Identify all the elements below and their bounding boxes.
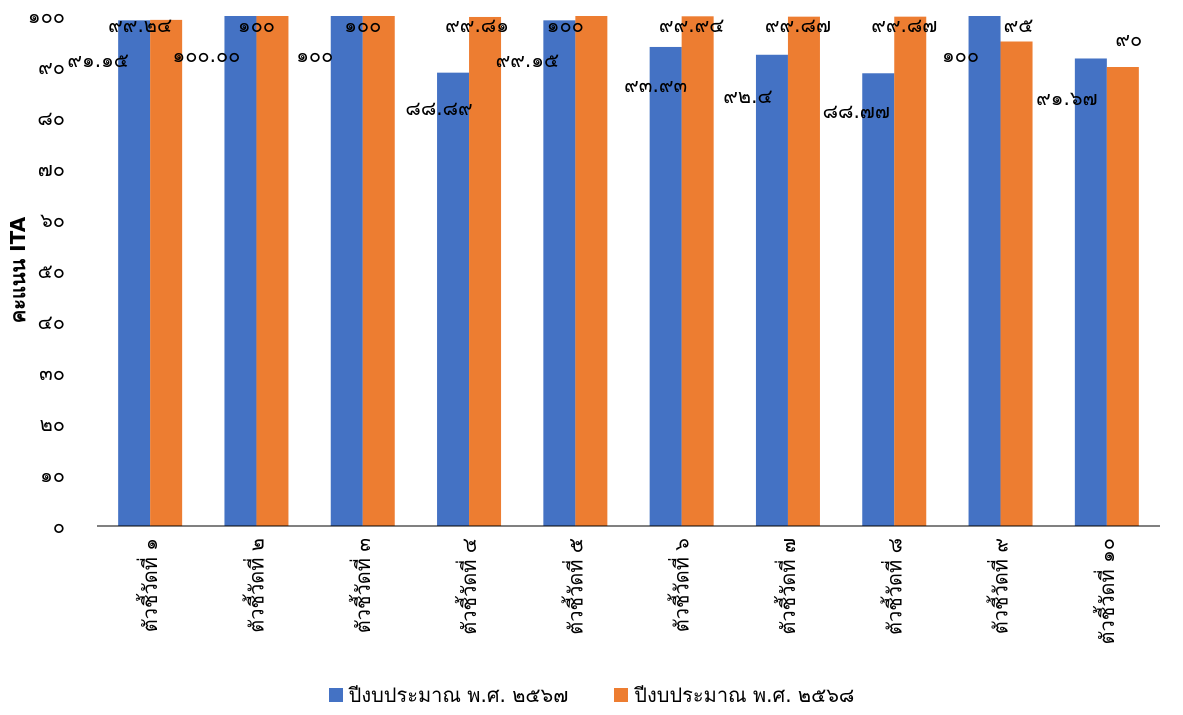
x-tick-label-9: ตัวชี้วัดที่ ๙ xyxy=(987,538,1013,634)
data-label-s0-cat-7: ๙๒.๔ xyxy=(723,84,772,108)
data-label-s1-cat-8: ๙๙.๘๗ xyxy=(871,13,937,37)
bar-series-0-cat-2 xyxy=(224,16,257,526)
y-tick-label: ๙๐ xyxy=(38,55,65,79)
data-label-s0-cat-8: ๘๘.๗๗ xyxy=(823,99,890,123)
bar-series-1-cat-3 xyxy=(362,16,395,526)
y-tick-label: ๗๐ xyxy=(38,157,65,181)
bar-series-1-cat-9 xyxy=(1000,41,1033,526)
bar-series-1-cat-4 xyxy=(469,16,502,527)
y-tick-label: ๕๐ xyxy=(38,259,65,283)
legend: ปีงบประมาณ พ.ศ. ๒๕๖๗ ปีงบประมาณ พ.ศ. ๒๕๖… xyxy=(0,680,1183,710)
data-label-s1-cat-3: ๑๐๐ xyxy=(344,13,381,37)
bars xyxy=(118,16,1139,527)
y-axis-label: คะแนน ITA xyxy=(6,216,30,323)
bar-series-0-cat-8 xyxy=(862,73,895,526)
legend-item-2568: ปีงบประมาณ พ.ศ. ๒๕๖๘ xyxy=(614,679,854,711)
x-tick-label-8: ตัวชี้วัดที่ ๘ xyxy=(880,538,906,635)
bar-series-0-cat-3 xyxy=(330,16,363,526)
x-tick-label-3: ตัวชี้วัดที่ ๓ xyxy=(349,538,375,633)
bar-series-1-cat-6 xyxy=(681,16,714,526)
legend-swatch-blue xyxy=(328,688,343,702)
y-tick-label: ๓๐ xyxy=(39,361,65,385)
legend-item-2567: ปีงบประมาณ พ.ศ. ๒๕๖๗ xyxy=(328,679,569,711)
y-axis-ticks: ๐ ๑๐ ๒๐ ๓๐ ๔๐ ๕๐ ๖๐ ๗๐ ๘๐ ๙๐ ๑๐๐ xyxy=(28,4,65,538)
x-tick-label-1: ตัวชี้วัดที่ ๑ xyxy=(136,538,162,632)
x-tick-label-4: ตัวชี้วัดที่ ๔ xyxy=(455,538,481,635)
y-tick-label: ๖๐ xyxy=(40,208,65,232)
bar-series-0-cat-9 xyxy=(968,16,1001,526)
x-tick-label-2: ตัวชี้วัดที่ ๒ xyxy=(242,538,268,633)
data-label-s1-cat-2: ๑๐๐ xyxy=(238,13,275,37)
data-label-s1-cat-5: ๑๐๐ xyxy=(547,13,584,37)
data-labels: ๙๑.๑๕๙๙.๒๔๑๐๐.๐๐๑๐๐๑๐๐๑๐๐๘๘.๘๙๙๙.๘๑๙๙.๑๕… xyxy=(67,13,1142,123)
x-tick-label-7: ตัวชี้วัดที่ ๗ xyxy=(774,538,800,635)
data-label-s0-cat-3: ๑๐๐ xyxy=(296,43,333,67)
data-label-s0-cat-1: ๙๑.๑๕ xyxy=(67,48,129,72)
bar-series-1-cat-5 xyxy=(575,16,608,526)
bar-series-0-cat-1 xyxy=(118,20,151,527)
bar-series-1-cat-2 xyxy=(256,16,289,526)
bar-series-0-cat-6 xyxy=(649,46,682,526)
data-label-s1-cat-9: ๙๕ xyxy=(1004,13,1034,37)
bar-series-1-cat-10 xyxy=(1106,67,1139,526)
bar-series-0-cat-4 xyxy=(437,72,470,526)
y-tick-label: ๘๐ xyxy=(37,106,65,130)
data-label-s0-cat-6: ๙๓.๙๓ xyxy=(624,73,687,97)
y-tick-label: ๐ xyxy=(53,514,65,538)
data-label-s0-cat-5: ๙๙.๑๕ xyxy=(496,48,560,72)
bar-series-0-cat-10 xyxy=(1074,58,1107,526)
y-tick-label: ๔๐ xyxy=(38,310,65,334)
y-tick-label: ๒๐ xyxy=(40,412,65,436)
data-label-s0-cat-10: ๙๑.๖๗ xyxy=(1036,86,1097,110)
y-tick-label: ๑๐ xyxy=(40,463,65,487)
legend-label-2568: ปีงบประมาณ พ.ศ. ๒๕๖๘ xyxy=(634,683,855,707)
data-label-s1-cat-1: ๙๙.๒๔ xyxy=(108,13,172,37)
x-tick-label-10: ตัวชี้วัดที่ ๑๐ xyxy=(1093,538,1119,644)
bar-series-1-cat-1 xyxy=(150,19,183,526)
bar-series-1-cat-7 xyxy=(787,16,820,527)
bar-series-0-cat-5 xyxy=(543,20,576,527)
bar-series-1-cat-8 xyxy=(894,16,927,527)
data-label-s0-cat-2: ๑๐๐.๐๐ xyxy=(173,43,241,67)
y-tick-label: ๑๐๐ xyxy=(28,4,65,28)
legend-label-2567: ปีงบประมาณ พ.ศ. ๒๕๖๗ xyxy=(348,683,569,707)
x-tick-label-6: ตัวชี้วัดที่ ๖ xyxy=(668,538,694,632)
data-label-s1-cat-7: ๙๙.๘๗ xyxy=(765,13,831,37)
x-tick-label-5: ตัวชี้วัดที่ ๕ xyxy=(561,538,587,635)
data-label-s1-cat-4: ๙๙.๘๑ xyxy=(445,13,509,37)
data-label-s1-cat-6: ๙๙.๙๔ xyxy=(659,13,724,37)
legend-swatch-orange xyxy=(614,688,629,702)
data-label-s1-cat-10: ๙๐ xyxy=(1115,27,1142,51)
data-label-s0-cat-9: ๑๐๐ xyxy=(942,43,979,67)
data-label-s0-cat-4: ๘๘.๘๙ xyxy=(405,96,472,120)
x-axis-ticks: ตัวชี้วัดที่ ๑ ตัวชี้วัดที่ ๒ ตัวชี้วัดที่… xyxy=(136,538,1119,644)
bar-series-0-cat-7 xyxy=(755,54,788,526)
